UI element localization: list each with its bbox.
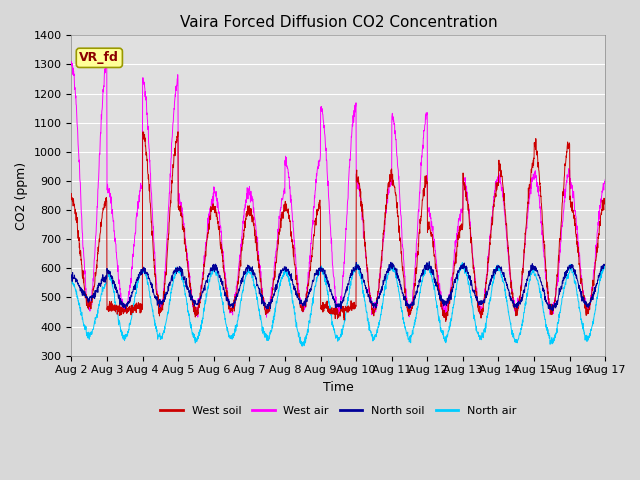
Title: Vaira Forced Diffusion CO2 Concentration: Vaira Forced Diffusion CO2 Concentration	[179, 15, 497, 30]
North soil	[493, 268, 501, 274]
North soil	[365, 294, 373, 300]
West air	[354, 186, 362, 192]
West soil	[354, 176, 362, 181]
North soil	[570, 266, 577, 272]
North air	[365, 322, 373, 328]
West air	[494, 174, 502, 180]
North air	[68, 279, 76, 285]
Line: North soil: North soil	[72, 262, 605, 311]
North air	[354, 264, 362, 270]
Text: VR_fd: VR_fd	[79, 51, 119, 64]
North air	[216, 283, 224, 289]
North air	[494, 263, 502, 268]
North soil	[555, 294, 563, 300]
Line: West air: West air	[72, 59, 605, 318]
North soil	[602, 263, 609, 268]
West soil	[570, 209, 577, 215]
West soil	[174, 129, 182, 134]
North air	[602, 265, 609, 271]
West air	[217, 225, 225, 230]
Line: West soil: West soil	[72, 132, 605, 322]
West soil	[442, 319, 450, 324]
North air	[458, 260, 466, 265]
West air	[366, 291, 374, 297]
X-axis label: Time: Time	[323, 381, 354, 394]
Legend: West soil, West air, North soil, North air: West soil, West air, North soil, North a…	[156, 402, 521, 420]
North soil	[426, 259, 433, 264]
West soil	[555, 252, 563, 258]
West air	[334, 315, 342, 321]
North air	[570, 273, 577, 278]
West soil	[217, 244, 225, 250]
North air	[298, 343, 306, 349]
North soil	[354, 265, 362, 271]
West soil	[494, 180, 502, 186]
West air	[570, 193, 577, 199]
North air	[555, 317, 563, 323]
North soil	[68, 275, 76, 281]
West air	[555, 272, 563, 278]
Line: North air: North air	[72, 263, 605, 346]
West soil	[68, 191, 76, 196]
Y-axis label: CO2 (ppm): CO2 (ppm)	[15, 161, 28, 229]
North soil	[548, 308, 556, 313]
West air	[602, 177, 609, 182]
West soil	[602, 202, 609, 207]
West soil	[365, 288, 373, 293]
West air	[68, 59, 76, 64]
West air	[103, 56, 111, 62]
North soil	[216, 274, 224, 280]
